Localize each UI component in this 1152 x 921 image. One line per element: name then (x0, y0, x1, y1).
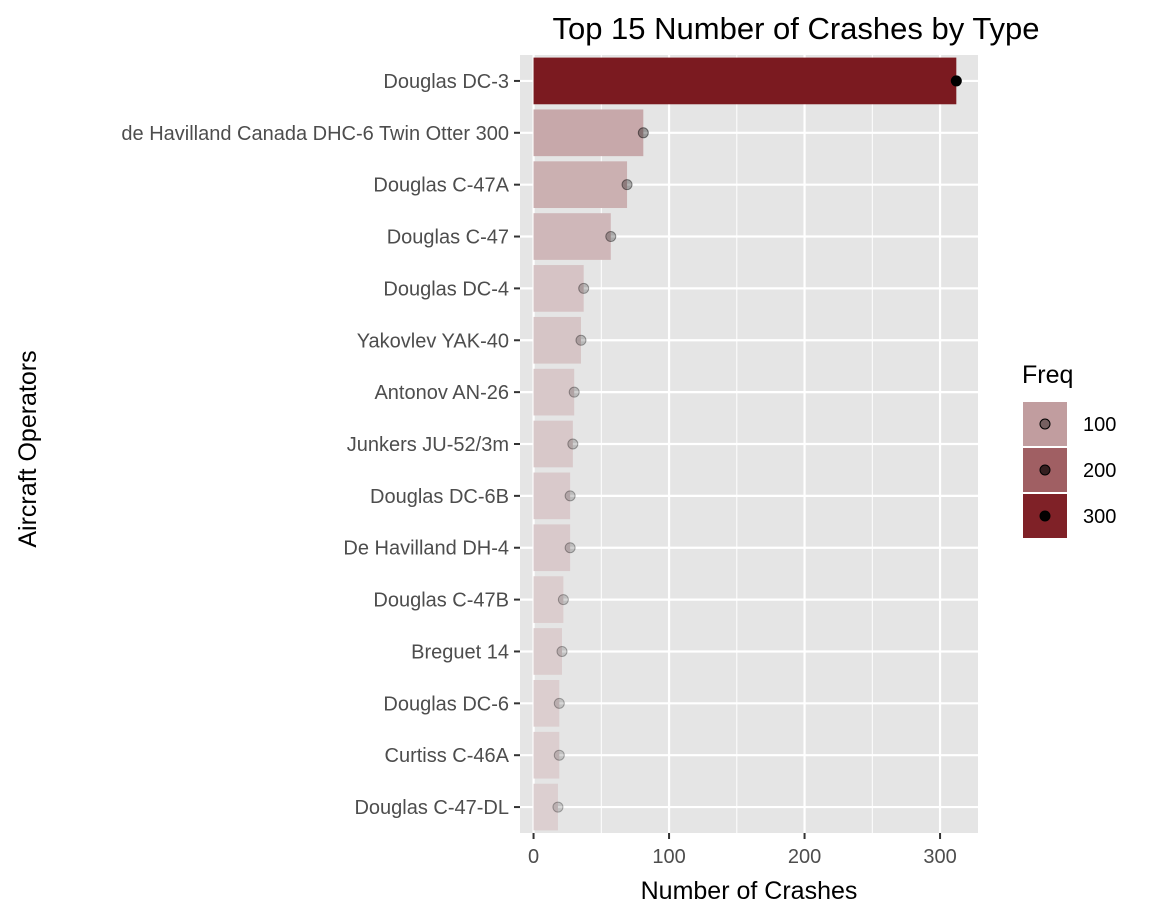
y-tick-label: Douglas DC-3 (383, 71, 509, 93)
point (552, 801, 564, 813)
y-tick-label: Douglas C-47A (373, 175, 509, 197)
bar (533, 265, 584, 312)
point (557, 594, 569, 606)
bar (533, 368, 575, 416)
y-axis-title: Aircraft Operators (14, 350, 42, 547)
y-tick-label: Douglas DC-6B (370, 486, 509, 508)
bar (533, 420, 573, 468)
y-tick-label: Douglas C-47 (387, 227, 509, 249)
x-tick-label: 0 (528, 846, 539, 868)
y-tick-label: Douglas C-47-DL (354, 797, 509, 819)
bar (533, 679, 560, 727)
points (552, 75, 962, 813)
legend-key-fill (1023, 402, 1067, 446)
point (578, 282, 590, 294)
bar (533, 524, 571, 572)
y-tick-label: Antonov AN-26 (374, 382, 509, 404)
y-tick-label: Curtiss C-46A (385, 745, 510, 767)
point (567, 438, 579, 450)
y-tick-label: Douglas DC-4 (383, 278, 509, 300)
bar (533, 472, 571, 520)
y-tick-label: Douglas DC-6 (383, 693, 509, 715)
bar (533, 57, 957, 105)
bar (533, 213, 611, 260)
x-tick-label: 300 (923, 846, 956, 868)
y-tick-label: de Havilland Canada DHC-6 Twin Otter 300 (121, 123, 509, 145)
x-tick-label: 100 (652, 846, 685, 868)
y-tick-label: Yakovlev YAK-40 (357, 330, 509, 352)
chart-title: Top 15 Number of Crashes by Type (552, 11, 1039, 46)
legend: Freq 100 200 300 (1022, 361, 1116, 539)
y-axis: Douglas DC-3 de Havilland Canada DHC-6 Tw… (121, 71, 520, 819)
point (605, 231, 617, 243)
bar (533, 109, 644, 157)
legend-title: Freq (1022, 361, 1073, 389)
legend-key-point (1039, 418, 1051, 430)
point (553, 697, 565, 709)
y-tick-label: Breguet 14 (411, 641, 509, 663)
x-axis-title: Number of Crashes (641, 877, 858, 905)
bar (533, 783, 558, 831)
point (564, 542, 576, 554)
point (637, 127, 649, 139)
point (950, 75, 962, 87)
bars (533, 57, 957, 831)
legend-label: 100 (1083, 414, 1116, 436)
legend-key-point (1039, 510, 1051, 522)
bar (533, 576, 564, 623)
point (564, 490, 576, 502)
legend-label: 300 (1083, 506, 1116, 528)
bar (533, 628, 563, 675)
bar (533, 731, 560, 779)
legend-key-point (1039, 464, 1051, 476)
legend-label: 200 (1083, 460, 1116, 482)
y-tick-label: Junkers JU-52/3m (347, 434, 509, 456)
y-tick-label: De Havilland DH-4 (343, 538, 509, 560)
point (553, 749, 565, 761)
point (575, 334, 587, 346)
x-axis: 0 100 200 300 (528, 833, 957, 868)
x-tick-label: 200 (788, 846, 821, 868)
point (621, 179, 633, 191)
bar (533, 316, 581, 364)
point (556, 645, 568, 657)
bar (533, 161, 628, 209)
y-tick-label: Douglas C-47B (373, 590, 509, 612)
point (568, 386, 580, 398)
